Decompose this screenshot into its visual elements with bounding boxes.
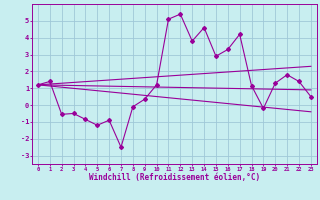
X-axis label: Windchill (Refroidissement éolien,°C): Windchill (Refroidissement éolien,°C) [89,173,260,182]
